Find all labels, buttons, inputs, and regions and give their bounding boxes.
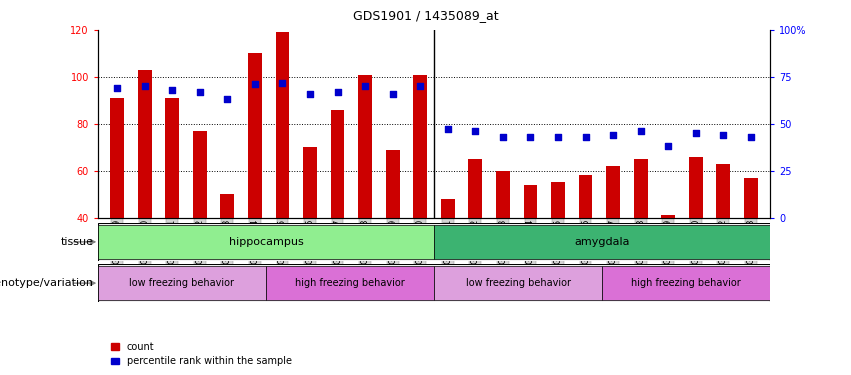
Bar xyxy=(303,147,317,218)
Point xyxy=(551,134,565,140)
Point xyxy=(386,91,399,97)
Bar xyxy=(111,98,124,218)
Bar xyxy=(193,131,207,218)
Text: GDS1901 / 1435089_at: GDS1901 / 1435089_at xyxy=(352,9,499,22)
Bar xyxy=(414,75,427,217)
Text: amygdala: amygdala xyxy=(574,237,630,247)
Point xyxy=(441,126,454,132)
Bar xyxy=(358,75,372,217)
Point xyxy=(606,132,620,138)
Bar xyxy=(468,159,483,218)
Text: high freezing behavior: high freezing behavior xyxy=(631,278,741,288)
Point xyxy=(717,132,730,138)
Bar xyxy=(386,150,400,217)
Point xyxy=(689,130,703,136)
Point xyxy=(523,134,537,140)
Point xyxy=(469,128,483,134)
Point xyxy=(138,83,151,89)
Bar xyxy=(248,54,262,217)
Bar xyxy=(634,159,648,218)
Point xyxy=(496,134,510,140)
Bar xyxy=(276,32,289,218)
Bar xyxy=(579,176,592,217)
Bar xyxy=(606,166,620,218)
Text: low freezing behavior: low freezing behavior xyxy=(129,278,234,288)
Point xyxy=(111,85,124,91)
Bar xyxy=(602,266,770,300)
Bar xyxy=(266,266,434,300)
Text: high freezing behavior: high freezing behavior xyxy=(295,278,405,288)
Text: genotype/variation: genotype/variation xyxy=(0,278,94,288)
Bar xyxy=(138,70,151,217)
Legend: count, percentile rank within the sample: count, percentile rank within the sample xyxy=(111,342,292,366)
Point xyxy=(276,80,289,86)
Bar xyxy=(688,157,703,218)
Bar xyxy=(98,225,434,259)
Bar xyxy=(98,266,266,300)
Text: low freezing behavior: low freezing behavior xyxy=(465,278,570,288)
Point xyxy=(358,83,372,89)
Point xyxy=(414,83,427,89)
Text: hippocampus: hippocampus xyxy=(229,237,303,247)
Bar xyxy=(551,182,565,218)
Bar xyxy=(331,110,345,218)
Bar xyxy=(496,171,510,217)
Point xyxy=(661,143,675,149)
Point xyxy=(579,134,592,140)
Text: tissue: tissue xyxy=(60,237,94,247)
Bar xyxy=(165,98,180,218)
Bar xyxy=(220,194,234,217)
Bar xyxy=(661,215,675,217)
Point xyxy=(744,134,757,140)
Bar xyxy=(744,178,757,218)
Point xyxy=(634,128,648,134)
Point xyxy=(165,87,179,93)
Bar xyxy=(441,199,454,217)
Point xyxy=(303,91,317,97)
Point xyxy=(193,89,207,95)
Bar xyxy=(434,225,770,259)
Point xyxy=(331,89,345,95)
Bar xyxy=(523,185,537,218)
Point xyxy=(220,96,234,102)
Bar xyxy=(717,164,730,218)
Bar xyxy=(434,266,602,300)
Point xyxy=(248,81,262,87)
